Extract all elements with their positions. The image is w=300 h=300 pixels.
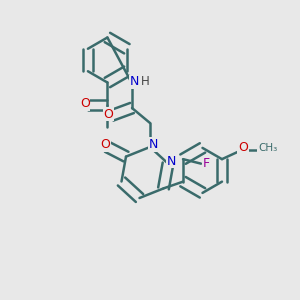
Text: H: H [141, 75, 150, 88]
Text: F: F [203, 157, 210, 170]
Text: O: O [80, 97, 90, 110]
Text: O: O [238, 141, 248, 154]
Text: N: N [149, 138, 158, 151]
Text: O: O [104, 107, 113, 121]
Text: O: O [100, 138, 110, 151]
Text: N: N [167, 154, 176, 168]
Text: N: N [130, 75, 139, 88]
Text: CH₃: CH₃ [258, 143, 277, 153]
